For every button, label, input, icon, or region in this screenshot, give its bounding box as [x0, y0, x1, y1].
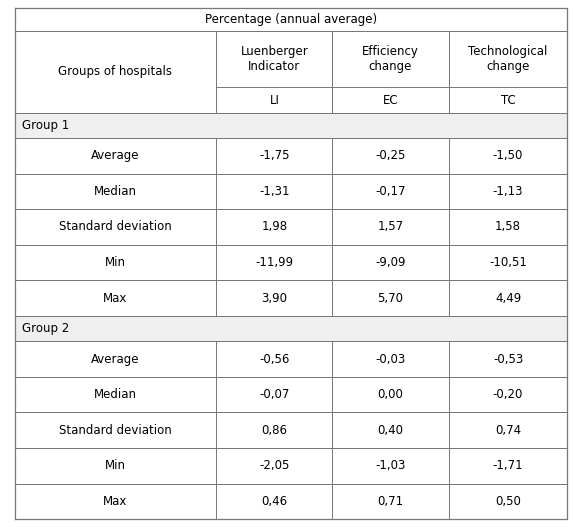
Bar	[15, 341, 567, 377]
Text: -0,03: -0,03	[375, 353, 406, 366]
Text: LI: LI	[269, 93, 279, 106]
Text: -2,05: -2,05	[259, 459, 290, 472]
Bar	[15, 316, 567, 341]
Text: 3,90: 3,90	[261, 291, 288, 305]
Text: 4,49: 4,49	[495, 291, 521, 305]
Text: Group 1: Group 1	[22, 119, 69, 132]
Text: Max: Max	[103, 291, 127, 305]
Text: -0,20: -0,20	[493, 388, 523, 401]
Bar	[217, 31, 332, 87]
Text: Max: Max	[103, 495, 127, 508]
Bar	[15, 245, 567, 280]
Text: TC: TC	[501, 93, 516, 106]
Text: 0,40: 0,40	[378, 424, 403, 437]
Text: Average: Average	[91, 353, 140, 366]
Text: Luenberger
Indicator: Luenberger Indicator	[240, 45, 308, 73]
Text: 1,57: 1,57	[378, 220, 403, 233]
Text: -1,03: -1,03	[375, 459, 406, 472]
Text: Percentage (annual average): Percentage (annual average)	[205, 13, 377, 26]
Text: 0,86: 0,86	[261, 424, 288, 437]
Bar	[15, 448, 567, 483]
Text: Standard deviation: Standard deviation	[59, 424, 172, 437]
Text: 0,71: 0,71	[378, 495, 403, 508]
Text: -0,25: -0,25	[375, 149, 406, 162]
Text: 0,50: 0,50	[495, 495, 521, 508]
Text: Min: Min	[105, 256, 126, 269]
Text: -0,56: -0,56	[259, 353, 290, 366]
Text: Group 2: Group 2	[22, 322, 69, 335]
Text: 1,98: 1,98	[261, 220, 288, 233]
Text: -9,09: -9,09	[375, 256, 406, 269]
Text: -1,31: -1,31	[259, 185, 290, 198]
Text: Average: Average	[91, 149, 140, 162]
Bar	[449, 87, 567, 113]
Bar	[15, 113, 567, 138]
Bar	[449, 31, 567, 87]
Text: 0,74: 0,74	[495, 424, 521, 437]
Bar	[15, 377, 567, 412]
Text: -0,17: -0,17	[375, 185, 406, 198]
Text: 1,58: 1,58	[495, 220, 521, 233]
Bar	[15, 412, 567, 448]
Bar	[217, 87, 332, 113]
Bar	[15, 173, 567, 209]
Text: 0,00: 0,00	[378, 388, 403, 401]
Text: -1,13: -1,13	[493, 185, 523, 198]
Text: -1,75: -1,75	[259, 149, 290, 162]
Text: 5,70: 5,70	[378, 291, 403, 305]
Text: 0,46: 0,46	[261, 495, 288, 508]
Bar	[332, 31, 449, 87]
Text: -1,50: -1,50	[493, 149, 523, 162]
Text: Min: Min	[105, 459, 126, 472]
Text: -11,99: -11,99	[255, 256, 293, 269]
Text: Technological
change: Technological change	[469, 45, 548, 73]
Bar	[15, 280, 567, 316]
Bar	[15, 209, 567, 245]
Text: -10,51: -10,51	[489, 256, 527, 269]
Bar	[15, 8, 567, 31]
Text: -0,53: -0,53	[493, 353, 523, 366]
Text: Standard deviation: Standard deviation	[59, 220, 172, 233]
Text: Groups of hospitals: Groups of hospitals	[58, 65, 172, 79]
Bar	[15, 31, 217, 113]
Bar	[332, 87, 449, 113]
Bar	[15, 483, 567, 519]
Text: Median: Median	[94, 388, 137, 401]
Text: Efficiency
change: Efficiency change	[362, 45, 419, 73]
Text: -0,07: -0,07	[259, 388, 290, 401]
Bar	[15, 138, 567, 173]
Text: -1,71: -1,71	[493, 459, 523, 472]
Text: Median: Median	[94, 185, 137, 198]
Text: EC: EC	[383, 93, 398, 106]
